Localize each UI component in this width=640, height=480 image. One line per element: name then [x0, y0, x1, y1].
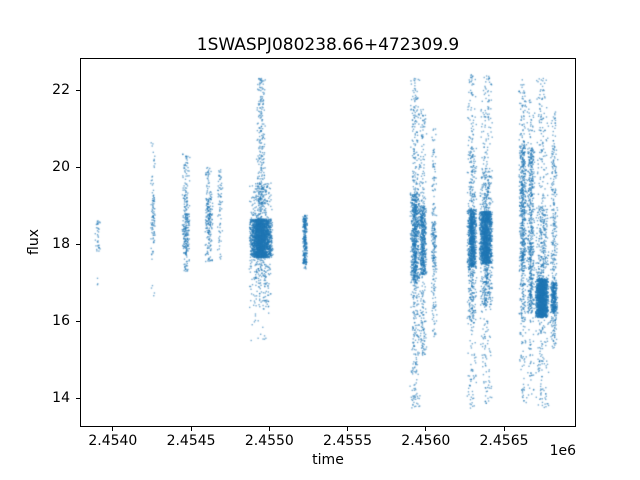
y-tick-mark: [76, 89, 80, 91]
x-axis-offset-label: 1e6: [549, 443, 576, 459]
y-tick-label: 20: [52, 159, 70, 176]
x-tick-label: 2.4545: [166, 433, 216, 449]
y-tick-label: 14: [52, 390, 70, 407]
x-tick-label: 2.4555: [323, 433, 373, 449]
x-tick-label: 2.4550: [244, 433, 294, 449]
x-tick-mark: [425, 427, 427, 431]
y-tick-label: 16: [52, 313, 70, 330]
x-axis-label: time: [312, 452, 344, 468]
y-tick-label: 18: [52, 236, 70, 253]
x-tick-label: 2.4565: [479, 433, 529, 449]
x-tick-mark: [190, 427, 192, 431]
x-tick-mark: [347, 427, 349, 431]
y-tick-label: 22: [52, 82, 70, 98]
x-tick-label: 2.4540: [88, 433, 138, 449]
chart-title: 1SWASPJ080238.66+472309.9: [196, 35, 460, 55]
y-axis-label: flux: [26, 229, 42, 255]
x-tick-mark: [503, 427, 505, 431]
y-tick-mark: [76, 320, 80, 322]
y-tick-mark: [76, 243, 80, 245]
x-tick-label: 2.4560: [401, 433, 451, 449]
y-tick-mark: [76, 397, 80, 399]
y-tick-mark: [76, 166, 80, 168]
x-tick-mark: [112, 427, 114, 431]
x-tick-mark: [268, 427, 270, 431]
